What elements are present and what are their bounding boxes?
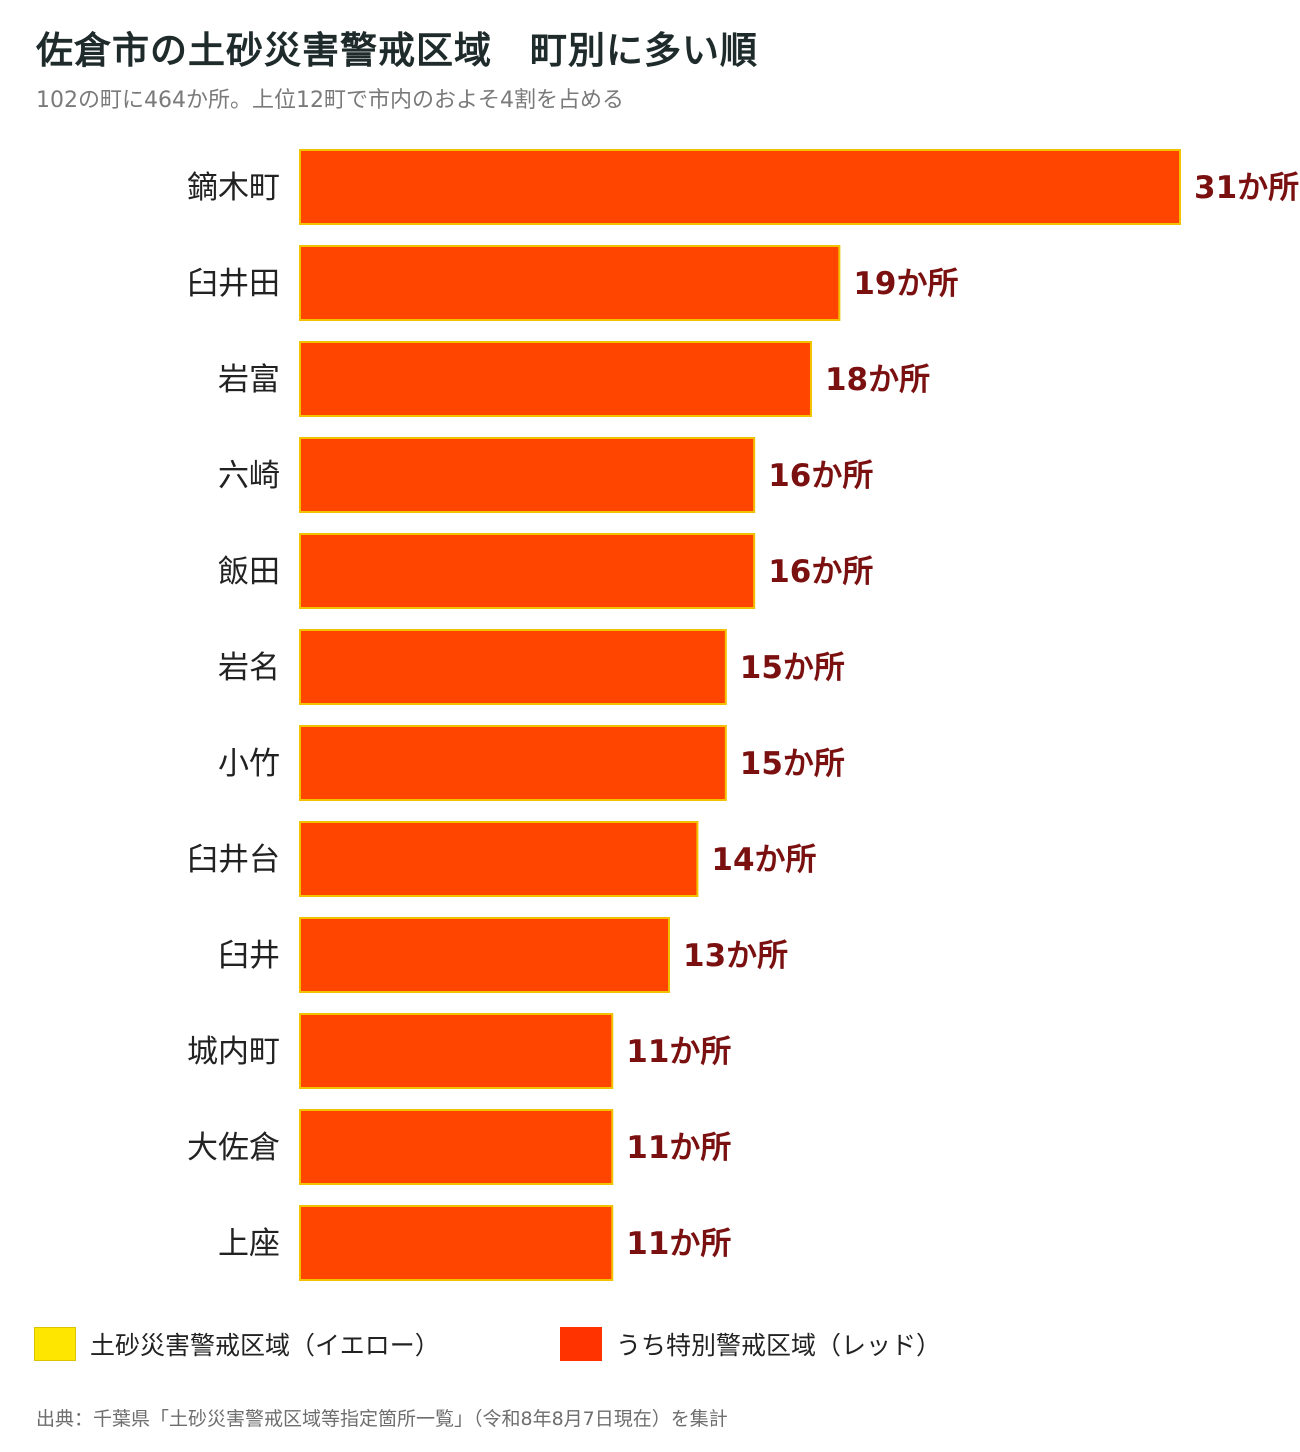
category-label: 大佐倉 [187, 1130, 280, 1166]
value-label: 16か所 [768, 554, 873, 590]
bar [299, 725, 727, 801]
value-label: 15か所 [740, 650, 845, 686]
bar [299, 437, 756, 513]
category-label: 臼井台 [187, 842, 280, 878]
bar [299, 1109, 614, 1185]
value-label: 16か所 [768, 458, 873, 494]
value-label: 11か所 [626, 1226, 731, 1262]
category-label: 小竹 [218, 746, 280, 782]
bar [299, 629, 727, 705]
category-label: 岩名 [218, 650, 280, 686]
value-label: 13か所 [683, 938, 788, 974]
category-label: 六崎 [218, 458, 280, 494]
legend-label-yellow: 土砂災害警戒区域（イエロー） [90, 1331, 440, 1360]
bar [299, 1013, 614, 1089]
bar [299, 533, 756, 609]
source-note: 出典：千葉県「土砂災害警戒区域等指定箇所一覧」（令和8年8月7日現在）を集計 [36, 1408, 728, 1430]
bar [299, 821, 699, 897]
legend-swatch-yellow [34, 1327, 76, 1361]
bar [299, 917, 671, 993]
chart-subtitle: 102の町に464か所。上位12町で市内のおよそ4割を占める [36, 88, 624, 113]
legend-swatch-red [560, 1327, 602, 1361]
category-label: 鏑木町 [187, 170, 280, 206]
legend-item-yellow: 土砂災害警戒区域（イエロー） [34, 1326, 440, 1362]
value-label: 11か所 [626, 1130, 731, 1166]
chart-title: 佐倉市の土砂災害警戒区域 町別に多い順 [36, 29, 758, 72]
value-label: 18か所 [825, 362, 930, 398]
legend-label-red: うち特別警戒区域（レッド） [616, 1331, 942, 1360]
value-label: 15か所 [740, 746, 845, 782]
category-label: 城内町 [187, 1034, 280, 1070]
value-label: 31か所 [1194, 170, 1299, 206]
bar [299, 149, 1181, 225]
bar [299, 341, 812, 417]
value-label: 19か所 [853, 266, 958, 302]
category-label: 岩富 [218, 362, 280, 398]
category-label: 臼井 [218, 938, 280, 974]
legend-item-red: うち特別警戒区域（レッド） [560, 1326, 941, 1362]
category-label: 飯田 [218, 554, 280, 590]
category-label: 上座 [218, 1226, 280, 1262]
value-label: 11か所 [626, 1034, 731, 1070]
value-label: 14か所 [711, 842, 816, 878]
bar [299, 245, 841, 321]
category-label: 臼井田 [187, 266, 280, 302]
bar [299, 1205, 614, 1281]
